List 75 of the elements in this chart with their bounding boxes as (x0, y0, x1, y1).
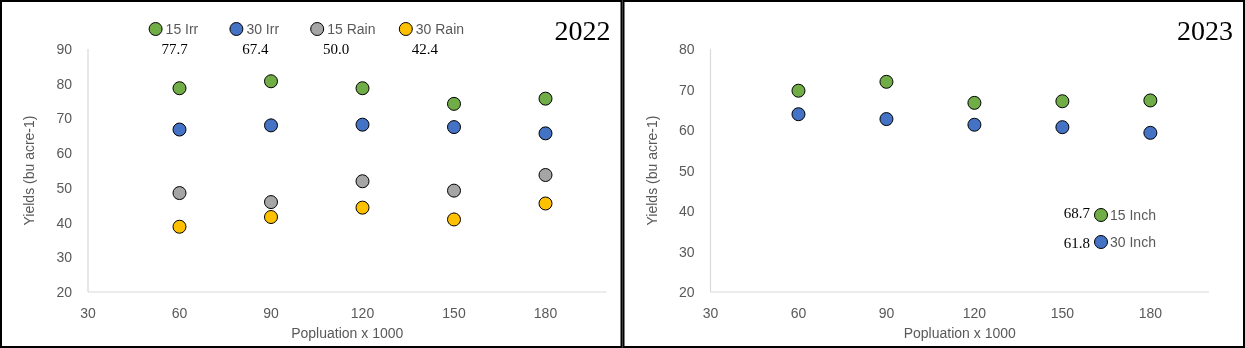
x-tick-label: 180 (1138, 305, 1163, 321)
point (538, 91, 553, 106)
chart-title: 2022 (554, 15, 611, 46)
x-tick-label: 120 (350, 305, 375, 321)
x-tick-label: 150 (1050, 305, 1075, 321)
point (538, 196, 553, 211)
point (264, 74, 278, 89)
y-tick-label: 60 (678, 122, 695, 138)
point (1143, 125, 1158, 140)
annotation: 68.7 (1063, 205, 1091, 221)
point (355, 81, 370, 96)
y-axis-title: Yields (bu acre-1) (643, 115, 660, 226)
x-tick-label: 30 (702, 305, 719, 321)
chart-title: 2023 (1177, 15, 1233, 46)
legend-label: 15 Irr (165, 21, 199, 37)
point (172, 219, 187, 234)
y-tick-label: 40 (56, 214, 73, 231)
y-tick-label: 70 (56, 110, 73, 127)
point (264, 195, 278, 210)
y-tick-label: 60 (56, 145, 73, 162)
y-tick-label: 70 (678, 81, 695, 98)
x-tick-label: 180 (533, 305, 558, 321)
x-axis-title: Popluation x 1000 (291, 325, 404, 341)
annotation: 50.0 (323, 41, 350, 57)
point (967, 117, 982, 132)
x-tick-label: 90 (878, 305, 895, 321)
legend-label: 30 Inch (1110, 234, 1156, 250)
point (879, 74, 894, 89)
x-axis-title: Popluation x 1000 (903, 325, 1017, 341)
y-tick-label: 50 (56, 179, 73, 196)
y-tick-label: 50 (678, 162, 695, 179)
point (538, 168, 553, 183)
y-tick-label: 20 (678, 284, 695, 300)
point (447, 96, 461, 111)
point (791, 83, 806, 98)
x-tick-label: 120 (962, 305, 987, 321)
point (538, 126, 553, 141)
x-tick-label: 60 (790, 305, 807, 321)
point (172, 122, 187, 137)
point (172, 81, 187, 96)
point (355, 174, 370, 189)
annotation: 61.8 (1063, 235, 1090, 251)
point (791, 107, 806, 122)
point (355, 117, 370, 132)
x-tick-label: 150 (442, 305, 466, 321)
annotation: 77.7 (161, 41, 189, 57)
point (447, 183, 461, 198)
point (1055, 94, 1070, 109)
x-tick-label: 30 (80, 305, 96, 321)
point (1055, 120, 1070, 135)
y-tick-label: 80 (56, 75, 73, 92)
legend-label: 15 Inch (1110, 207, 1156, 223)
y-tick-label: 30 (678, 243, 695, 260)
y-tick-label: 80 (678, 41, 695, 57)
y-tick-label: 20 (56, 284, 73, 300)
point (355, 200, 370, 215)
point (447, 120, 461, 135)
y-tick-label: 30 (56, 249, 73, 266)
y-tick-label: 40 (678, 203, 695, 219)
point (264, 210, 278, 225)
point (1143, 93, 1158, 108)
point (264, 118, 278, 133)
y-axis-title: Yields (bu acre-1) (21, 115, 37, 226)
legend-label: 30 Irr (246, 21, 280, 37)
x-tick-label: 60 (171, 305, 188, 321)
legend-label: 30 Rain (415, 21, 465, 37)
y-tick-label: 90 (56, 41, 73, 57)
x-tick-label: 90 (263, 305, 279, 321)
point (447, 212, 461, 227)
annotation: 67.4 (242, 41, 270, 57)
point (172, 186, 187, 201)
point (879, 112, 894, 127)
legend-label: 15 Rain (327, 21, 376, 37)
point (967, 95, 982, 110)
annotation: 42.4 (411, 41, 439, 57)
